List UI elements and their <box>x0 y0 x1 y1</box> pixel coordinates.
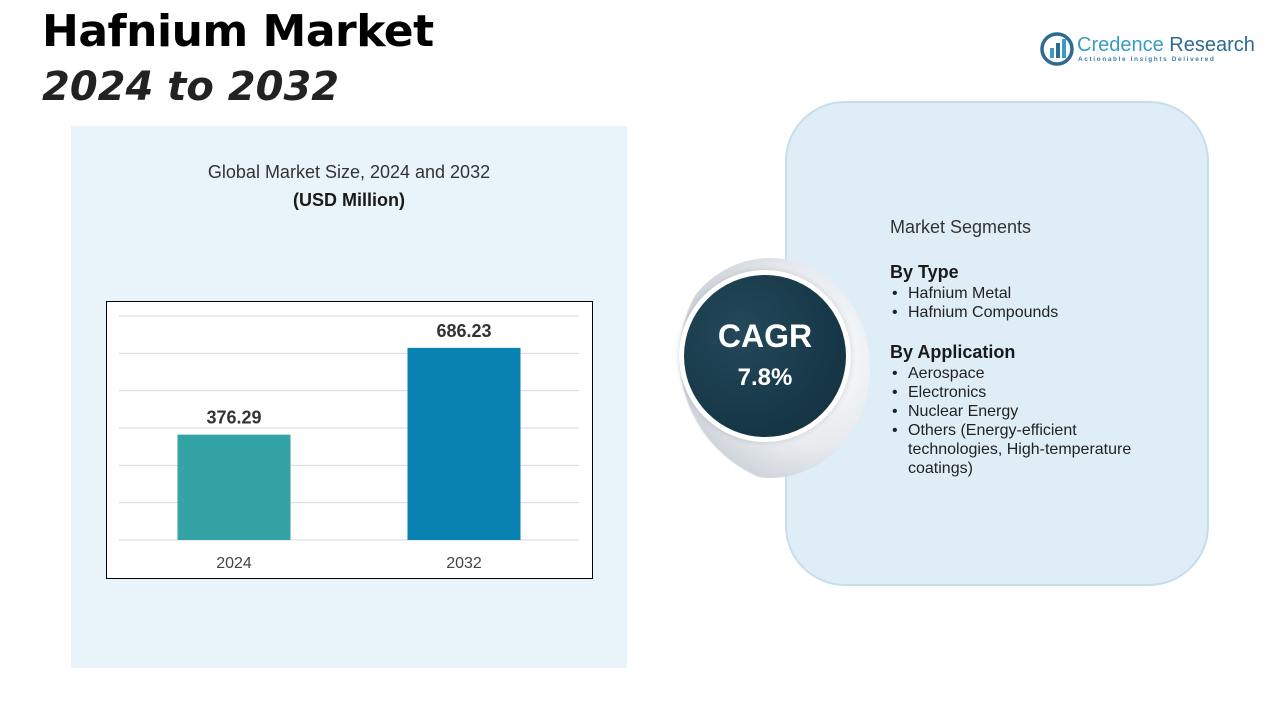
segment-group-title-application: By Application <box>890 342 1016 362</box>
logo-name-part2: Research <box>1163 34 1255 56</box>
segments-heading: Market Segments <box>890 217 1032 237</box>
page-subtitle: 2024 to 2032 <box>42 64 340 110</box>
list-item: Hafnium Compounds <box>890 303 1190 322</box>
bar-chart: 376.29 2024 686.23 2032 <box>106 301 593 579</box>
list-item: Nuclear Energy <box>890 402 1160 421</box>
cagr-value: 7.8% <box>737 364 793 391</box>
x-tick-label-2032: 2032 <box>446 555 482 572</box>
list-item: Others (Energy-efficient technologies, H… <box>890 421 1160 478</box>
chart-title: Global Market Size, 2024 and 2032 <box>207 162 491 182</box>
segment-group-title-type: By Type <box>890 262 959 282</box>
chart-unit: (USD Million) <box>293 190 405 210</box>
logo-name: Credence Research <box>1077 33 1255 57</box>
list-item: Electronics <box>890 383 1160 402</box>
credence-research-logo: Credence Research Actionable Insights De… <box>1040 32 1255 68</box>
segment-list-application: Aerospace Electronics Nuclear Energy Oth… <box>890 364 1160 478</box>
bar-chart-svg: 376.29 2024 686.23 2032 <box>119 315 579 572</box>
page-title: Hafnium Market <box>42 6 434 57</box>
x-tick-label-2024: 2024 <box>216 555 252 572</box>
segment-list-type: Hafnium Metal Hafnium Compounds <box>890 284 1190 322</box>
bar-2024 <box>177 434 291 540</box>
cagr-badge <box>684 275 846 437</box>
data-label-2024: 376.29 <box>206 408 261 428</box>
list-item: Aerospace <box>890 364 1160 383</box>
data-label-2032: 686.23 <box>436 321 491 341</box>
cagr-label: CAGR <box>717 318 813 354</box>
bar-2032 <box>407 347 521 540</box>
market-size-panel: Global Market Size, 2024 and 2032 (USD M… <box>71 126 627 668</box>
list-item: Hafnium Metal <box>890 284 1190 303</box>
logo-tagline: Actionable Insights Delivered <box>1078 56 1216 63</box>
logo-name-part1: Credence <box>1077 34 1164 56</box>
logo-icon <box>1040 32 1074 66</box>
